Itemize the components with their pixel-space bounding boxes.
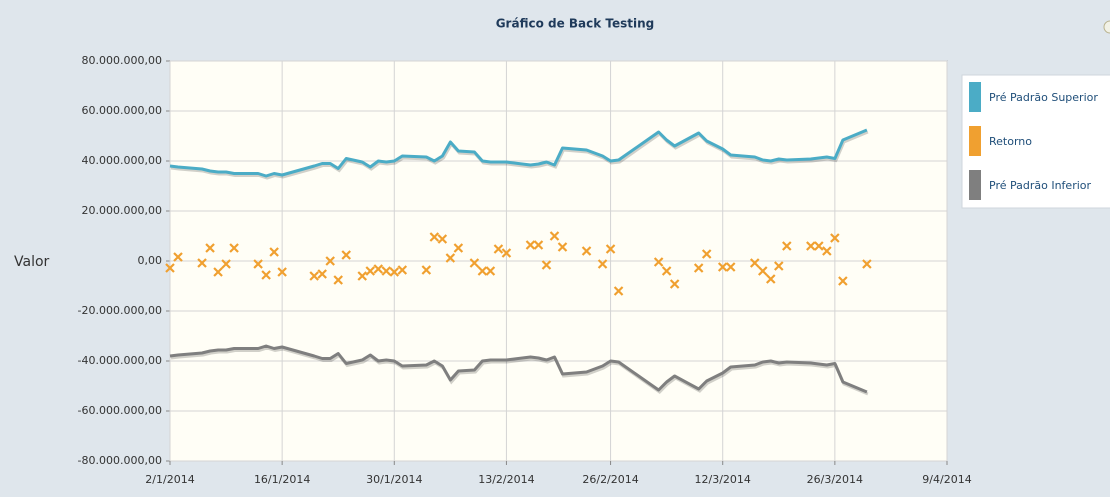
scatter-marker <box>717 262 728 272</box>
scatter-marker <box>421 265 432 275</box>
scatter-marker <box>165 263 175 273</box>
scatter-marker <box>429 232 440 242</box>
scatter-marker <box>605 244 616 254</box>
x-tick-label: 9/4/2014 <box>922 473 971 486</box>
y-tick-label: 20.000.000,00 <box>82 204 162 217</box>
scatter-marker <box>749 258 760 268</box>
scatter-marker <box>485 266 496 276</box>
icon <box>1103 20 1110 34</box>
scatter-marker <box>397 265 408 275</box>
y-tick-label: -60.000.000,00 <box>78 404 162 417</box>
legend-label: Pré Padrão Superior <box>989 91 1098 104</box>
scatter-marker <box>261 270 271 280</box>
scatter-marker <box>341 250 352 260</box>
scatter-marker <box>477 266 488 276</box>
scatter-marker <box>765 274 776 284</box>
legend-label: Retorno <box>989 135 1032 148</box>
scatter-marker <box>469 258 480 268</box>
scatter-marker <box>613 286 624 296</box>
y-tick-label: -40.000.000,00 <box>78 354 162 367</box>
y-tick-label: 40.000.000,00 <box>82 154 162 167</box>
scatter-marker <box>653 257 664 267</box>
scatter-marker <box>381 266 392 276</box>
x-tick-label: 12/3/2014 <box>695 473 751 486</box>
scatter-marker <box>822 246 832 256</box>
scatter-marker <box>333 275 343 285</box>
scatter-marker <box>581 246 592 256</box>
scatter-marker <box>269 247 279 257</box>
y-tick-label: -20.000.000,00 <box>78 304 162 317</box>
scatter-marker <box>357 271 368 281</box>
scatter-marker <box>757 266 768 276</box>
legend-swatch <box>969 126 981 156</box>
scatter-marker <box>325 256 335 266</box>
x-tick-label: 26/3/2014 <box>807 473 863 486</box>
scatter-marker <box>701 249 712 259</box>
scatter-marker <box>525 240 536 250</box>
scatter-marker <box>806 241 816 251</box>
scatter-marker <box>229 243 239 253</box>
y-tick-label: 60.000.000,00 <box>82 104 162 117</box>
scatter-marker <box>493 244 504 254</box>
scatter-marker <box>814 241 824 251</box>
x-tick-label: 26/2/2014 <box>582 473 638 486</box>
scatter-marker <box>725 262 736 272</box>
legend-label: Pré Padrão Inferior <box>989 179 1092 192</box>
x-tick-label: 2/1/2014 <box>145 473 194 486</box>
line-shadow <box>170 346 869 396</box>
scatter-marker <box>533 240 544 250</box>
scatter-marker <box>205 243 215 253</box>
scatter-marker <box>862 259 872 269</box>
scatter-marker <box>838 276 848 286</box>
scatter-marker <box>597 259 608 269</box>
legend-swatch <box>969 170 981 200</box>
scatter-marker <box>389 267 400 277</box>
scatter-marker <box>557 242 568 252</box>
scatter-marker <box>173 252 183 262</box>
scatter-marker <box>661 266 672 276</box>
scatter-marker <box>365 266 376 276</box>
x-tick-label: 13/2/2014 <box>478 473 534 486</box>
scatter-marker <box>277 267 287 277</box>
y-tick-label: 80.000.000,00 <box>82 54 162 67</box>
x-tick-label: 16/1/2014 <box>254 473 310 486</box>
scatter-marker <box>782 241 792 251</box>
scatter-marker <box>253 259 263 269</box>
y-axis-label: Valor <box>14 254 50 270</box>
scatter-marker <box>774 261 784 271</box>
scatter-marker <box>541 260 552 270</box>
chart-title: Gráfico de Back Testing <box>496 17 655 31</box>
scatter-marker <box>830 233 840 243</box>
x-tick-label: 30/1/2014 <box>366 473 422 486</box>
scatter-marker <box>453 243 464 253</box>
legend-box <box>961 74 1110 209</box>
scatter-marker <box>317 269 327 279</box>
scatter-marker <box>669 279 680 289</box>
scatter-marker <box>549 231 560 241</box>
series-line <box>169 344 868 394</box>
series-line <box>169 128 868 178</box>
scatter-marker <box>213 267 223 277</box>
scatter-marker <box>445 253 456 263</box>
y-tick-label: 0,00 <box>138 254 163 267</box>
scatter-marker <box>373 264 384 274</box>
line-shadow <box>170 130 869 180</box>
scatter-marker <box>693 263 704 273</box>
legend-swatch <box>969 82 981 112</box>
y-tick-label: -80.000.000,00 <box>78 454 162 467</box>
scatter-marker <box>221 259 231 269</box>
scatter-marker <box>197 258 207 268</box>
scatter-marker <box>437 234 448 244</box>
scatter-marker <box>501 248 512 258</box>
scatter-marker <box>309 271 319 281</box>
